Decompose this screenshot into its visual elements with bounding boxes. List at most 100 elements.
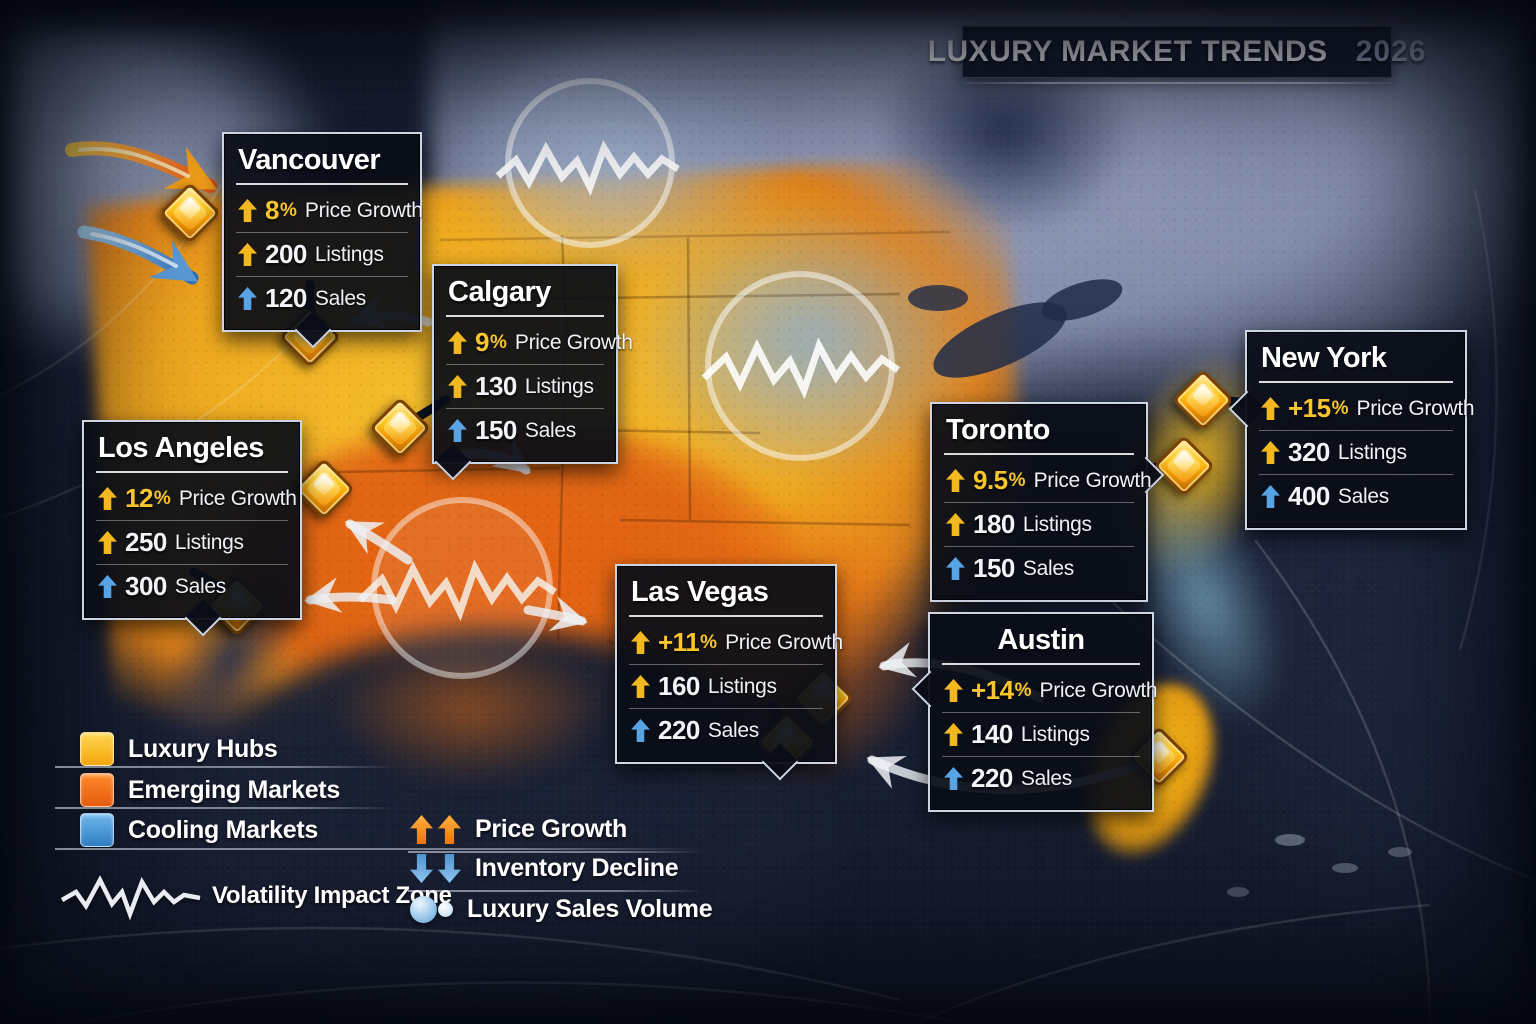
price-growth-label: Price Growth [1033,468,1152,492]
listings-row: 320 Listings [1259,430,1453,474]
sales-label: Sales [524,418,576,442]
sales-value: 400 [1288,481,1330,511]
listings-label: Listings [1337,440,1407,464]
city-callout-austin[interactable]: Austin +14% Price Growth 140 Listings 22… [911,612,1158,812]
title-underline [962,82,1392,84]
emerging-markets-swatch-icon [80,773,114,807]
sales-label: Sales [707,718,759,742]
sales-value: 220 [971,763,1013,793]
up-arrow-icon [448,375,467,398]
city-name: Toronto [944,412,1134,455]
up-arrow-icon [1261,441,1280,464]
price-growth-value: 9.5 [973,465,1008,495]
legend-label: Emerging Markets [128,775,340,804]
percent-sign: % [153,488,171,509]
price-growth-row: 9.5% Price Growth [944,459,1152,502]
up-arrow-icon [448,331,467,354]
sales-row: 400 Sales [1259,474,1453,518]
up-arrow-icon [98,487,117,510]
up-arrow-blue-icon [946,557,965,580]
volatility-zone-northwest [495,78,680,248]
sales-value: 150 [973,553,1015,583]
price-growth-label: Price Growth [304,198,423,222]
inventory-decline-swoosh-arrow [77,225,199,285]
price-growth-swoosh-arrow [65,141,218,193]
percent-sign: % [279,200,297,221]
sales-row: 300 Sales [96,564,288,608]
title-year: 2026 [1355,35,1427,68]
price-growth-value: 8 [265,195,279,225]
legend-item-volatility-zone: Volatility Impact Zone [60,872,452,920]
percent-sign: % [1008,470,1026,491]
city-name: Los Angeles [96,430,288,473]
up-arrow-blue-icon [944,767,963,790]
up-arrow-icon [631,675,650,698]
up-arrow-icon [238,199,257,222]
up-arrow-blue-icon [238,287,257,310]
page-title: LUXURY MARKET TRENDS [927,35,1328,68]
price-growth-row: 12% Price Growth [96,477,297,520]
listings-row: 160 Listings [629,664,823,708]
sales-label: Sales [1020,766,1072,790]
legend-divider [55,766,395,768]
up-arrow-icon [946,469,965,492]
listings-label: Listings [524,374,594,398]
price-growth-value: +11 [658,627,700,657]
listings-value: 200 [265,239,307,269]
legend-divider [408,851,704,853]
up-arrow-blue-icon [1261,485,1280,508]
city-callout-new-york[interactable]: New York +15% Price Growth 320 Listings … [1228,330,1475,530]
legend-item-price-growth: Price Growth [410,815,627,844]
luxury-hubs-swatch-icon [80,732,114,766]
percent-sign: % [700,632,718,653]
city-callout-las-vegas[interactable]: Las Vegas +11% Price Growth 160 Listings… [615,564,843,781]
price-growth-label: Price Growth [1356,396,1475,420]
up-arrow-blue-icon [98,575,117,598]
sales-value: 150 [475,415,517,445]
listings-label: Listings [707,674,777,698]
price-growth-value: +15 [1288,393,1331,423]
sales-row: 150 Sales [446,408,604,452]
sales-label: Sales [314,286,366,310]
listings-value: 160 [658,671,700,701]
legend-item-inventory-decline: Inventory Decline [410,854,679,883]
up-arrow-icon [946,513,965,536]
up-arrow-icon [631,631,650,654]
legend-item-cooling-markets: Cooling Markets [80,813,318,847]
listings-label: Listings [1022,512,1092,536]
price-growth-row: +11% Price Growth [629,621,843,664]
listings-label: Listings [174,530,244,554]
up-arrow-icon [944,679,963,702]
sales-label: Sales [1337,484,1389,508]
listings-value: 140 [971,719,1013,749]
listings-row: 250 Listings [96,520,288,564]
volatility-zigzag-icon [60,875,201,920]
listings-value: 180 [973,509,1015,539]
listings-row: 200 Listings [236,232,408,276]
up-arrow-icon [1261,397,1280,420]
city-callout-calgary[interactable]: Calgary 9% Price Growth 130 Listings 150… [432,264,633,481]
city-callout-toronto[interactable]: Toronto 9.5% Price Growth 180 Listings 1… [930,402,1165,602]
price-growth-label: Price Growth [178,486,297,510]
city-callout-los-angeles[interactable]: Los Angeles 12% Price Growth 250 Listing… [82,420,302,637]
legend-divider [55,848,703,850]
legend-divider [55,807,395,809]
up-arrow-icon [238,243,257,266]
listings-value: 320 [1288,437,1330,467]
price-growth-row: +15% Price Growth [1259,387,1475,430]
sales-label: Sales [174,574,226,598]
city-callout-vancouver[interactable]: Vancouver 8% Price Growth 200 Listings 1… [222,132,423,349]
sales-row: 120 Sales [236,276,408,320]
price-growth-row: 9% Price Growth [446,321,633,364]
map-lakes-and-islands [908,279,1412,897]
price-growth-value: +14 [971,675,1014,705]
double-up-arrow-icon [410,815,461,844]
sales-row: 220 Sales [629,708,823,752]
legend-item-sales-volume: Luxury Sales Volume [410,895,713,924]
city-name: Austin [942,622,1140,665]
graticule-lines [0,149,1536,1024]
circle-pair-icon [410,896,453,923]
price-growth-label: Price Growth [514,330,633,354]
price-growth-label: Price Growth [1039,678,1158,702]
